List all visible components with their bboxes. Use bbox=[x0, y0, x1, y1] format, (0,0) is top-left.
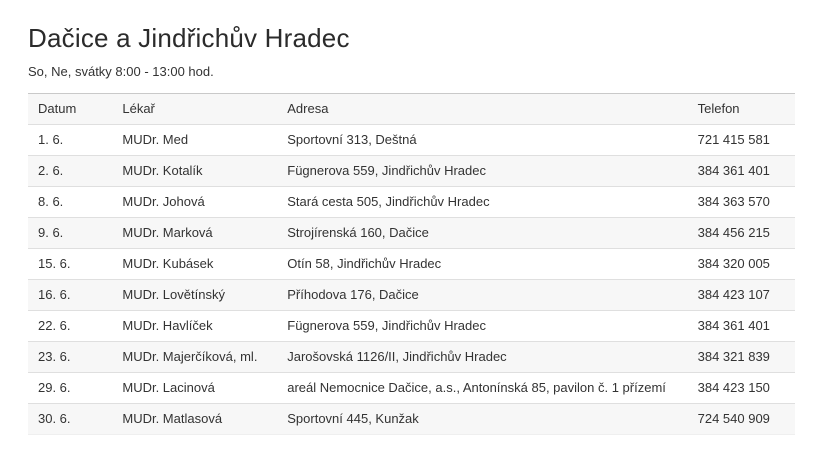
cell-lekar: MUDr. Kubásek bbox=[112, 248, 278, 281]
table-body: 1. 6. MUDr. Med Sportovní 313, Deštná 721 4… bbox=[28, 124, 795, 436]
cell-telefon: 384 423 107 bbox=[687, 279, 795, 312]
cell-telefon: 384 361 401 bbox=[687, 155, 795, 188]
cell-datum: 16. 6. bbox=[28, 279, 113, 312]
table-row: 16. 6. MUDr. Lovětínský Příhodova 176, Dač… bbox=[28, 279, 795, 312]
cell-datum: 23. 6. bbox=[28, 341, 113, 374]
table-row: 1. 6. MUDr. Med Sportovní 313, Deštná 721 4… bbox=[28, 124, 795, 157]
cell-lekar: MUDr. Lovětínský bbox=[112, 279, 278, 312]
table-header: Datum Lékař Adresa Telefon bbox=[28, 93, 795, 126]
cell-telefon: 721 415 581 bbox=[687, 124, 795, 157]
table-row: 23. 6. MUDr. Majerčíková, ml. Jarošovská 1… bbox=[28, 341, 795, 374]
cell-adresa: areál Nemocnice Dačice, a.s., Antonínská… bbox=[277, 372, 688, 405]
column-header-datum: Datum bbox=[28, 93, 113, 126]
cell-datum: 22. 6. bbox=[28, 310, 113, 343]
cell-telefon: 384 456 215 bbox=[687, 217, 795, 250]
cell-adresa: Stará cesta 505, Jindřichův Hradec bbox=[277, 186, 688, 219]
cell-lekar: MUDr. Marková bbox=[112, 217, 278, 250]
cell-lekar: MUDr. Lacinová bbox=[112, 372, 278, 405]
cell-datum: 8. 6. bbox=[28, 186, 113, 219]
cell-telefon: 384 363 570 bbox=[687, 186, 795, 219]
column-header-telefon: Telefon bbox=[687, 93, 795, 126]
opening-hours-subtitle: So, Ne, svátky 8:00 - 13:00 hod. bbox=[28, 63, 214, 79]
cell-adresa: Strojírenská 160, Dačice bbox=[277, 217, 688, 250]
cell-adresa: Otín 58, Jindřichův Hradec bbox=[277, 248, 688, 281]
table-row: 15. 6. MUDr. Kubásek Otín 58, Jindřichův H… bbox=[28, 248, 795, 281]
cell-lekar: MUDr. Med bbox=[112, 124, 278, 157]
cell-telefon: 384 320 005 bbox=[687, 248, 795, 281]
cell-datum: 29. 6. bbox=[28, 372, 113, 405]
cell-datum: 9. 6. bbox=[28, 217, 113, 250]
cell-adresa: Sportovní 445, Kunžak bbox=[277, 403, 688, 436]
cell-lekar: MUDr. Majerčíková, ml. bbox=[112, 341, 278, 374]
cell-adresa: Sportovní 313, Deštná bbox=[277, 124, 688, 157]
cell-lekar: MUDr. Matlasová bbox=[112, 403, 278, 436]
table-row: 8. 6. MUDr. Johová Stará cesta 505, Jindři… bbox=[28, 186, 795, 219]
cell-adresa: Příhodova 176, Dačice bbox=[277, 279, 688, 312]
column-header-adresa: Adresa bbox=[277, 93, 688, 126]
table-row: 9. 6. MUDr. Marková Strojírenská 160, Dači… bbox=[28, 217, 795, 250]
cell-datum: 1. 6. bbox=[28, 124, 113, 157]
table-header-row: Datum Lékař Adresa Telefon bbox=[28, 93, 795, 126]
cell-lekar: MUDr. Johová bbox=[112, 186, 278, 219]
on-call-schedule-table: Datum Lékař Adresa Telefon 1. 6. MUDr. Me… bbox=[28, 93, 795, 436]
cell-telefon: 384 361 401 bbox=[687, 310, 795, 343]
page-title: Dačice a Jindřichův Hradec bbox=[28, 23, 350, 53]
cell-telefon: 724 540 909 bbox=[687, 403, 795, 436]
cell-datum: 2. 6. bbox=[28, 155, 113, 188]
table-row: 30. 6. MUDr. Matlasová Sportovní 445, Kunž… bbox=[28, 403, 795, 436]
cell-telefon: 384 423 150 bbox=[687, 372, 795, 405]
table-row: 29. 6. MUDr. Lacinová areál Nemocnice Dači… bbox=[28, 372, 795, 405]
cell-adresa: Fügnerova 559, Jindřichův Hradec bbox=[277, 310, 688, 343]
table-row: 2. 6. MUDr. Kotalík Fügnerova 559, Jindřic… bbox=[28, 155, 795, 188]
cell-lekar: MUDr. Kotalík bbox=[112, 155, 278, 188]
table-row: 22. 6. MUDr. Havlíček Fügnerova 559, Jindř… bbox=[28, 310, 795, 343]
cell-lekar: MUDr. Havlíček bbox=[112, 310, 278, 343]
cell-adresa: Jarošovská 1126/II, Jindřichův Hradec bbox=[277, 341, 688, 374]
cell-adresa: Fügnerova 559, Jindřichův Hradec bbox=[277, 155, 688, 188]
cell-telefon: 384 321 839 bbox=[687, 341, 795, 374]
cell-datum: 30. 6. bbox=[28, 403, 113, 436]
column-header-lekar: Lékař bbox=[112, 93, 278, 126]
cell-datum: 15. 6. bbox=[28, 248, 113, 281]
